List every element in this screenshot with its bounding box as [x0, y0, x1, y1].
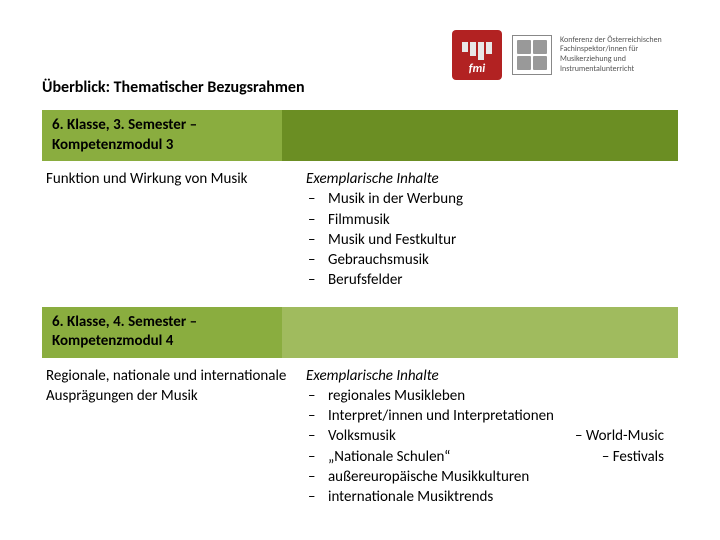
content-heading: Exemplarische Inhalte: [306, 169, 674, 189]
fmi-logo-text: fmi: [469, 62, 485, 76]
section-header: 6. Klasse, 4. Semester – Kompetenzmodul …: [42, 307, 282, 358]
list-item: –„Nationale Schulen“– Festivals: [306, 447, 674, 467]
section-header: 6. Klasse, 3. Semester – Kompetenzmodul …: [42, 110, 282, 161]
bullet-text: „Nationale Schulen“– Festivals: [328, 447, 674, 467]
list-item: –Musik in der Werbung: [306, 189, 674, 209]
bullet-text: außereuropäische Musikkulturen: [328, 467, 674, 487]
section-content: Exemplarische Inhalte –regionales Musikl…: [302, 364, 678, 510]
list-item: –Interpret/innen und Interpretationen: [306, 406, 674, 426]
section-header-row: 6. Klasse, 3. Semester – Kompetenzmodul …: [42, 110, 678, 161]
section-topic: Regionale, nationale und internationale …: [42, 364, 302, 510]
bullet-text: Gebrauchsmusik: [328, 250, 674, 270]
bullet-text: Musik in der Werbung: [328, 189, 674, 209]
logo-area: fmi Konferenz der Österreichischen Fachi…: [452, 30, 680, 80]
bullet-text: Volksmusik– World-Music: [328, 426, 674, 446]
list-item: –Filmmusik: [306, 210, 674, 230]
content-heading: Exemplarische Inhalte: [306, 366, 674, 386]
conference-icon: [512, 35, 552, 75]
fmi-logo-bars: [462, 42, 492, 60]
section-row: Funktion und Wirkung von Musik Exemplari…: [42, 161, 678, 307]
section-header-line1: 6. Klasse, 3. Semester –: [52, 116, 197, 134]
bullet-text: Berufsfelder: [328, 270, 674, 290]
list-item: –internationale Musiktrends: [306, 487, 674, 507]
list-item: –außereuropäische Musikkulturen: [306, 467, 674, 487]
list-item: –Volksmusik– World-Music: [306, 426, 674, 446]
list-item: –regionales Musikleben: [306, 386, 674, 406]
content-area: 6. Klasse, 3. Semester – Kompetenzmodul …: [42, 110, 678, 523]
page-title: Überblick: Thematischer Bezugsrahmen: [42, 78, 305, 97]
section-header-line2: Kompetenzmodul 3: [52, 136, 173, 154]
section-content: Exemplarische Inhalte –Musik in der Werb…: [302, 167, 678, 293]
bullet-text: Interpret/innen und Interpretationen: [328, 406, 674, 426]
conference-logo: Konferenz der Österreichischen Fachinspe…: [512, 35, 680, 75]
bullet-text: Musik und Festkultur: [328, 230, 674, 250]
bullet-extra: – World-Music: [575, 426, 674, 446]
section-header-line1: 6. Klasse, 4. Semester –: [52, 313, 197, 331]
bullet-text: internationale Musiktrends: [328, 487, 674, 507]
bullet-text: regionales Musikleben: [328, 386, 674, 406]
section-header-row: 6. Klasse, 4. Semester – Kompetenzmodul …: [42, 307, 678, 358]
bullet-text: Filmmusik: [328, 210, 674, 230]
list-item: –Gebrauchsmusik: [306, 250, 674, 270]
conference-text: Konferenz der Österreichischen Fachinspe…: [560, 36, 680, 74]
section-header-line2: Kompetenzmodul 4: [52, 332, 173, 350]
bullet-extra: – Festivals: [602, 447, 674, 467]
section-topic: Funktion und Wirkung von Musik: [42, 167, 302, 293]
fmi-logo: fmi: [452, 30, 502, 80]
list-item: –Musik und Festkultur: [306, 230, 674, 250]
list-item: –Berufsfelder: [306, 270, 674, 290]
section-row: Regionale, nationale und internationale …: [42, 358, 678, 524]
